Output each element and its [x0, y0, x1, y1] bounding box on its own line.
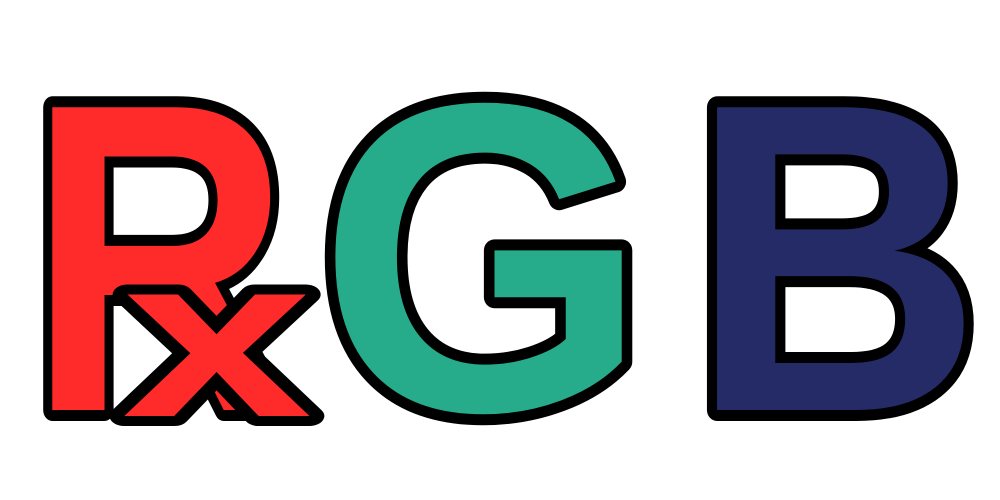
letter-g: G — [318, 13, 648, 500]
letter-r: R — [28, 13, 290, 500]
letter-x-subscript: x — [122, 208, 312, 465]
letter-b: B — [690, 13, 982, 500]
